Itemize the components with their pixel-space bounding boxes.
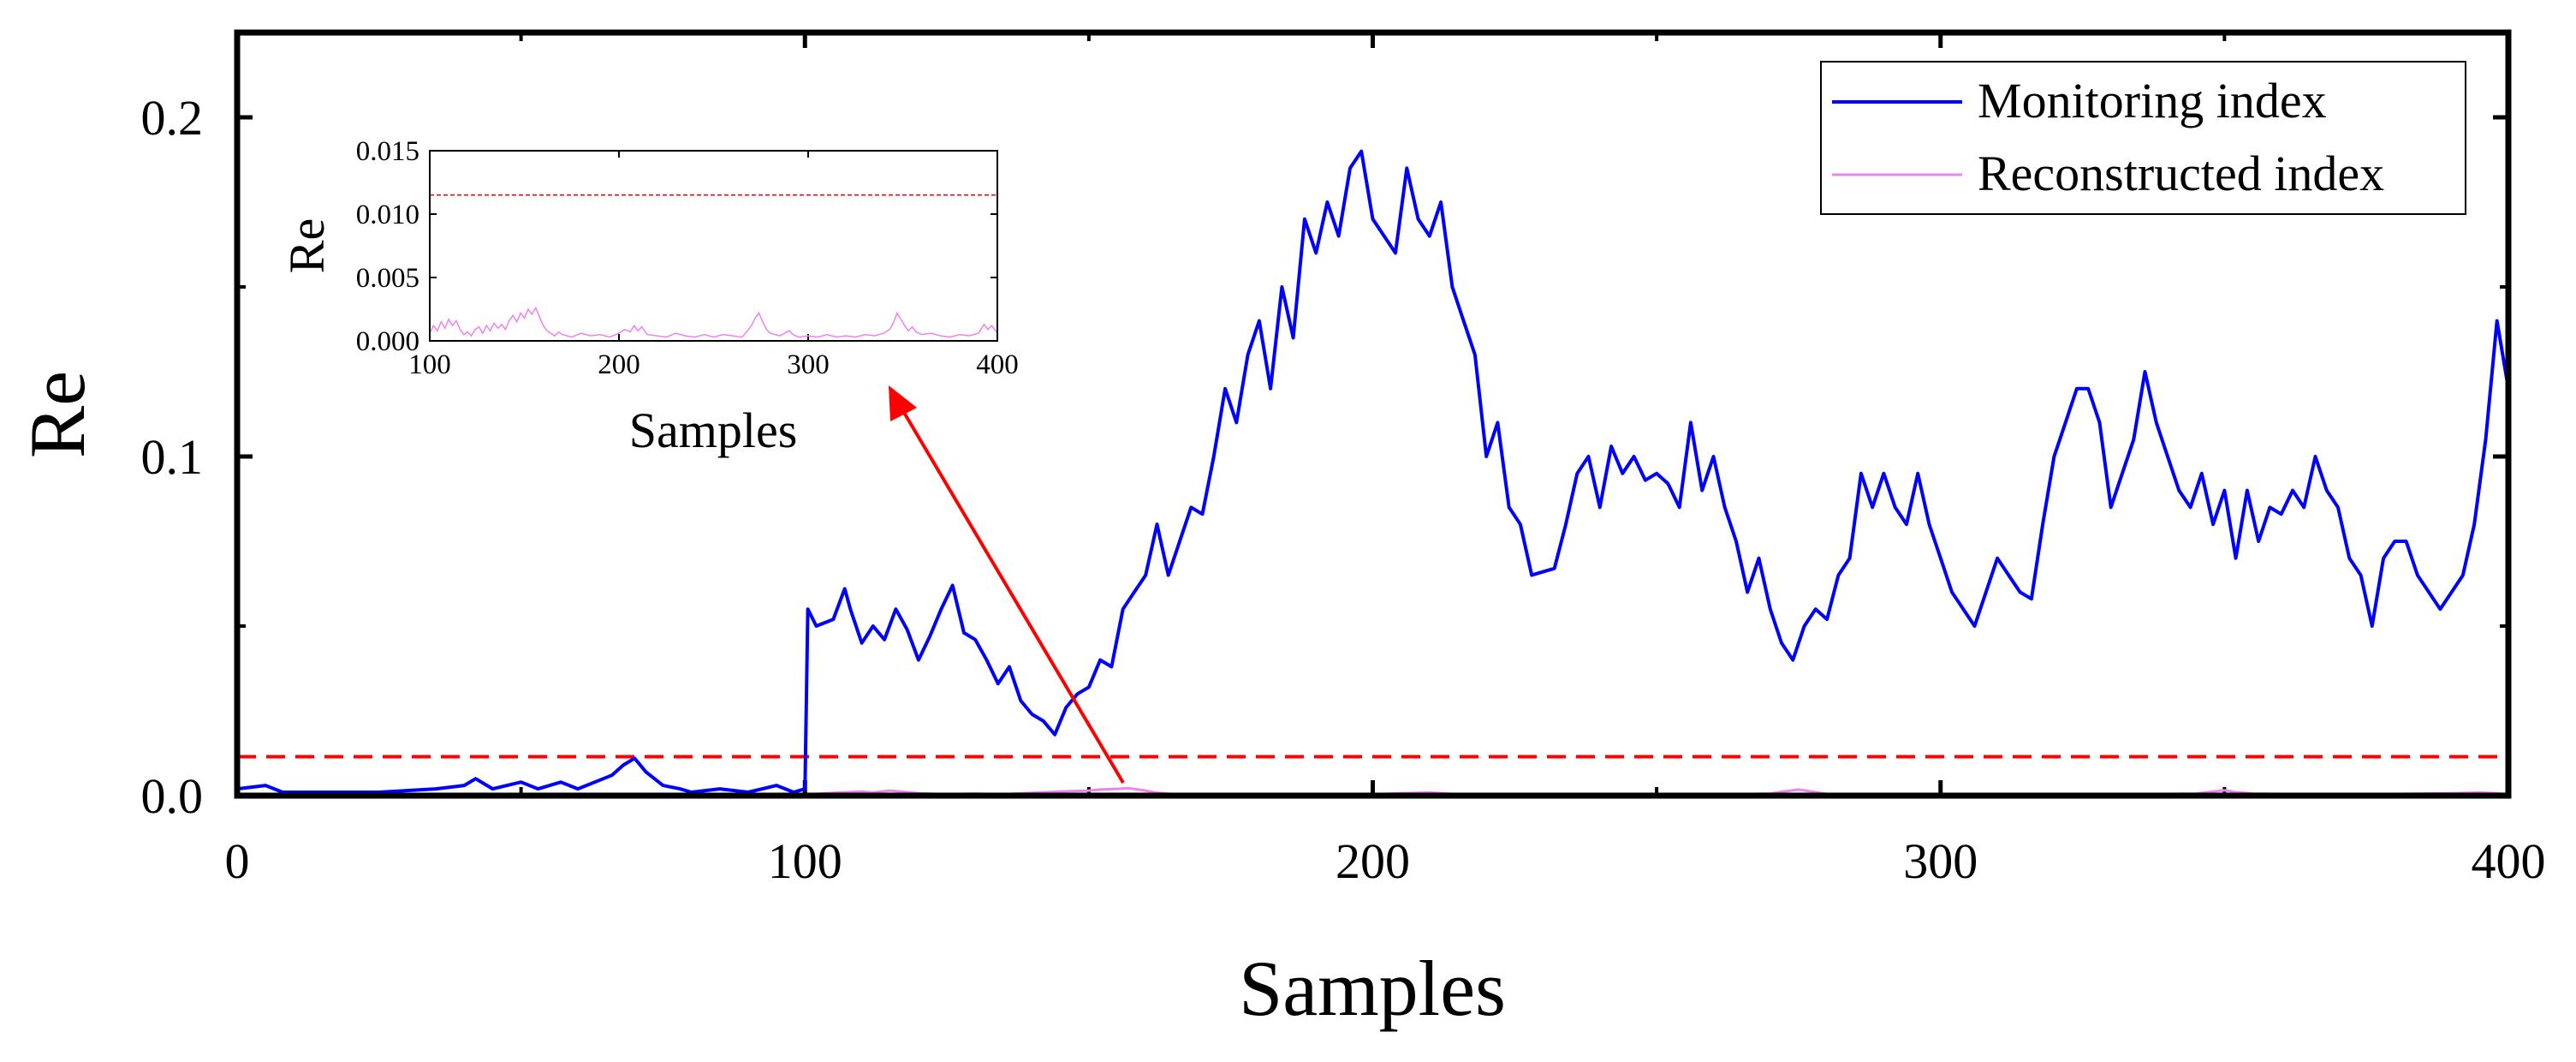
x-tick-label: 100 [768,833,842,889]
y-axis-title: Re [14,371,101,458]
inset-x-tick-label: 400 [976,349,1019,380]
inset-x-axis-title: Samples [629,403,798,458]
legend-label-monitoring-index: Monitoring index [1978,73,2327,128]
y-tick-label: 0.2 [141,90,204,146]
inset-x-tick-label: 100 [408,349,451,380]
inset-series-reconstructed-index-line [429,306,998,338]
inset-series [429,194,998,338]
inset-chart: 100 200 300 400 0.000 0.005 0.010 0.015 Samples… [279,136,1019,458]
legend-label-reconstructed-index: Reconstructed index [1978,146,2384,201]
inset-y-axis-title: Re [279,218,335,273]
inset-y-tick-label: 0.010 [356,200,419,230]
annotation-arrow-head [889,385,917,421]
legend-box [1820,61,2466,215]
legend: Monitoring index Reconstructed index [1820,61,2466,215]
y-tick-label: 0.0 [141,768,204,824]
x-axis-title: Samples [1239,945,1506,1032]
x-tick-label: 400 [2472,833,2546,889]
inset-plot-frame [429,150,998,342]
inset-y-tick-label: 0.015 [356,136,419,167]
inset-x-tick-label: 200 [598,349,640,380]
main-plot-frame [234,29,2512,799]
y-tick-label: 0.1 [141,429,204,485]
inset-y-tick-label: 0.000 [356,326,419,357]
annotation-arrow-line [901,409,1125,785]
x-tick-label: 200 [1336,833,1410,889]
inset-tick-labels: 100 200 300 400 0.000 0.005 0.010 0.015 [356,136,1019,380]
x-tick-label: 0 [225,833,250,889]
series-monitoring-index-line [236,149,2510,794]
inset-y-tick-label: 0.005 [356,263,419,294]
inset-x-tick-label: 300 [787,349,830,380]
main-tick-labels: 0 100 200 300 400 0.0 0.1 0.2 [141,90,2546,889]
inset-background [430,151,997,341]
x-tick-label: 300 [1903,833,1978,889]
